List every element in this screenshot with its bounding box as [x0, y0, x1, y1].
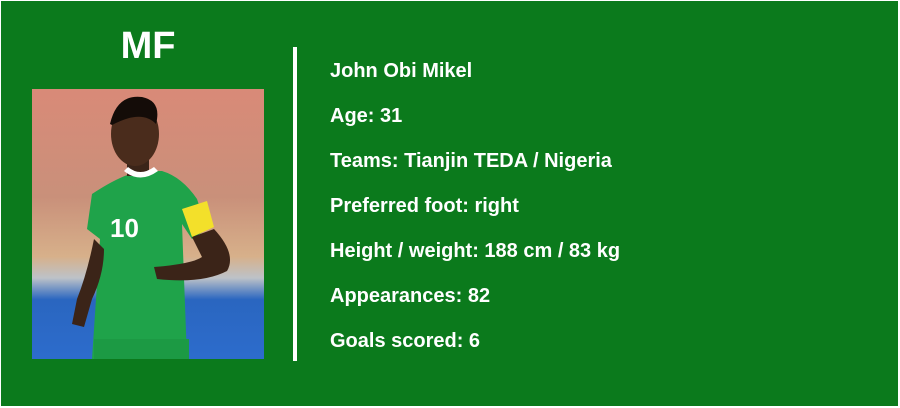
player-height-weight: Height / weight: 188 cm / 83 kg — [330, 240, 621, 262]
player-age: Age: 31 — [330, 105, 403, 127]
player-preferred-foot: Preferred foot: right — [330, 195, 519, 217]
player-appearances: Appearances: 82 — [330, 285, 491, 307]
player-info: John Obi Mikel Age: 31 Teams: Tianjin TE… — [330, 58, 620, 373]
player-figure-icon: 10 — [72, 96, 231, 359]
player-name: John Obi Mikel — [330, 60, 473, 82]
player-goals: Goals scored: 6 — [330, 330, 481, 352]
position-label: MF — [120, 25, 176, 67]
svg-text:10: 10 — [110, 213, 139, 243]
vertical-divider — [293, 47, 297, 361]
player-photo: 10 — [32, 89, 264, 359]
player-teams: Teams: Tianjin TEDA / Nigeria — [330, 150, 612, 172]
